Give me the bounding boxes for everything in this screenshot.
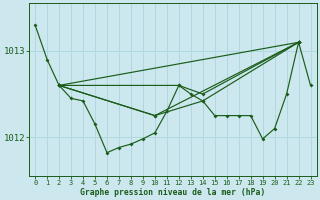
X-axis label: Graphe pression niveau de la mer (hPa): Graphe pression niveau de la mer (hPa) — [80, 188, 266, 197]
